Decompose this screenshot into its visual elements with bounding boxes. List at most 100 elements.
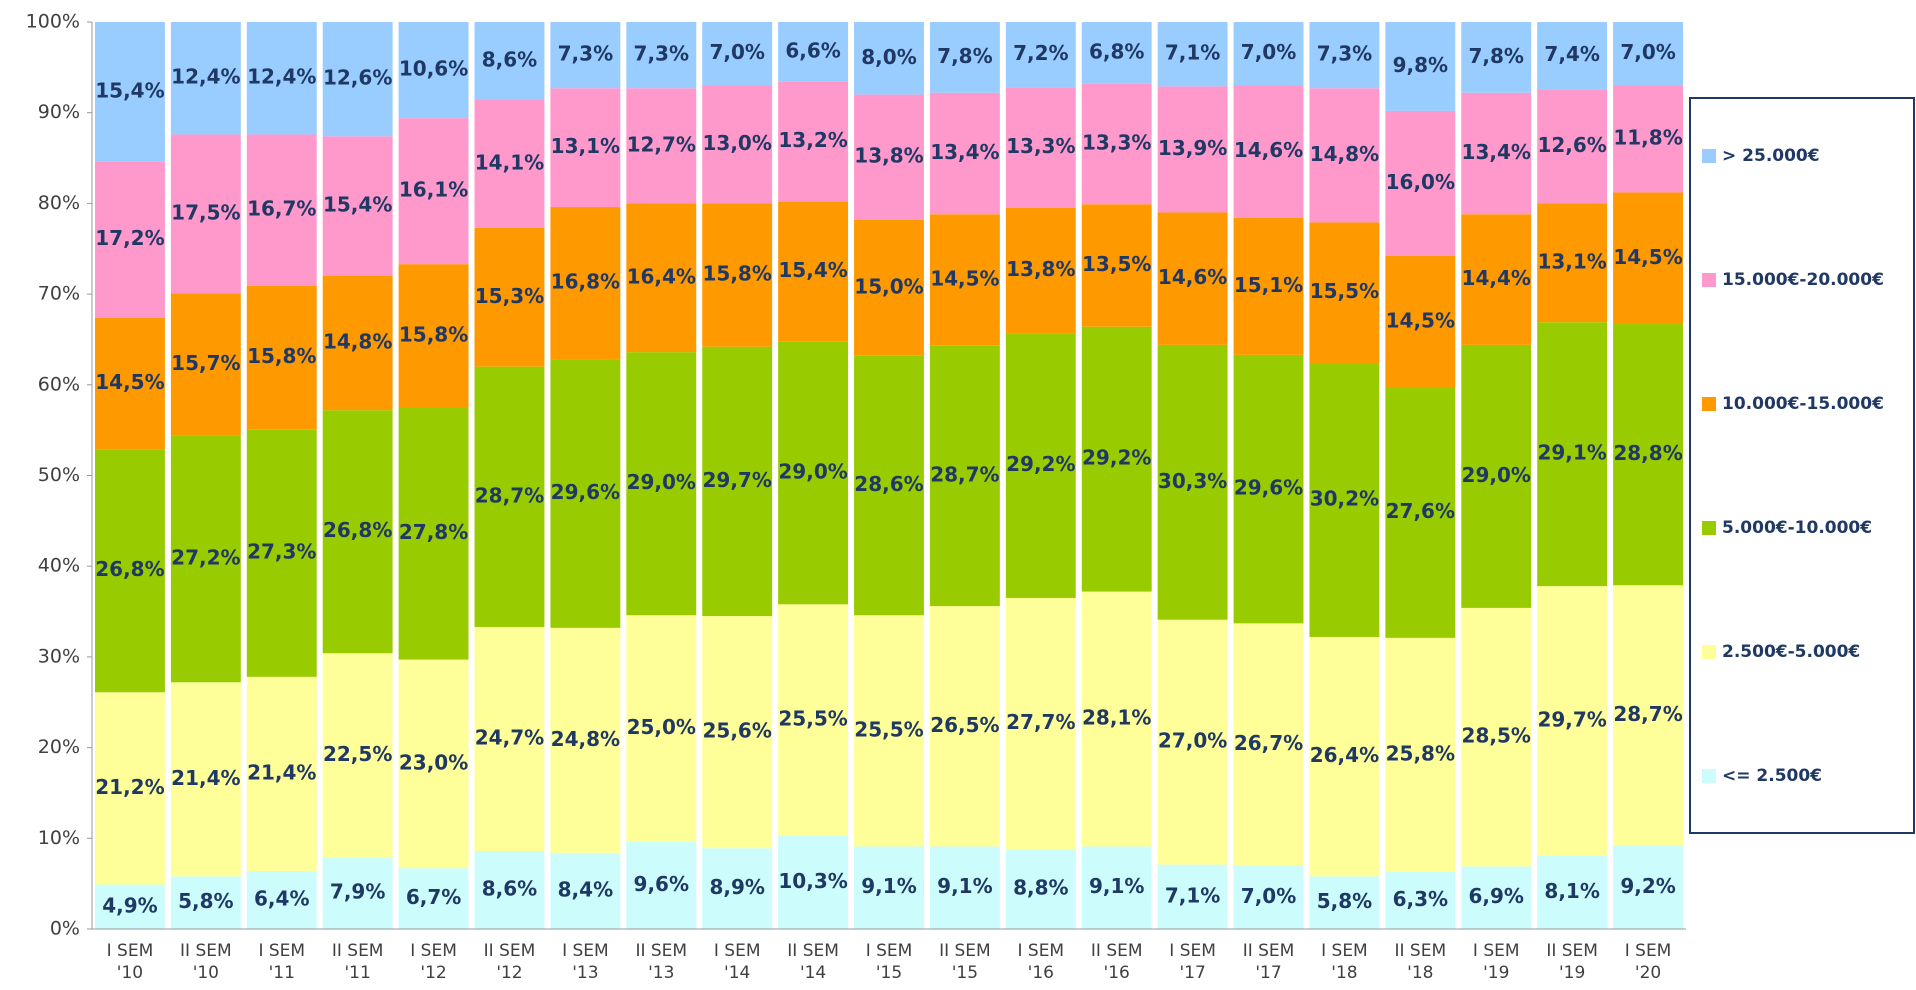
value-label: 25,6% xyxy=(702,719,771,743)
bar-segment xyxy=(929,92,1000,215)
bar-segment xyxy=(1461,344,1532,608)
value-label: 28,7% xyxy=(475,483,544,507)
x-tick-label: I SEM '11 xyxy=(258,941,305,983)
bar-segment xyxy=(1157,86,1228,213)
value-label: 17,5% xyxy=(171,200,240,224)
bar-segment xyxy=(1537,203,1608,323)
legend-swatch xyxy=(1702,769,1716,783)
value-label: 16,1% xyxy=(399,178,468,202)
bar-segment xyxy=(854,22,924,95)
bar-segment xyxy=(398,407,469,660)
bar-segment xyxy=(398,659,469,869)
bar-segment xyxy=(1233,865,1304,929)
bar-segment xyxy=(1613,845,1683,929)
bar-segment xyxy=(1005,333,1076,598)
value-label: 7,1% xyxy=(1165,41,1220,65)
bar-segment xyxy=(1081,204,1152,327)
legend-label: 10.000€-15.000€ xyxy=(1722,394,1884,414)
value-label: 7,9% xyxy=(330,880,385,904)
bar-segment xyxy=(1309,88,1380,223)
bar-segment xyxy=(1537,322,1608,587)
bar-segment xyxy=(1613,22,1683,86)
bar-segment xyxy=(1385,22,1456,111)
bar-segment xyxy=(1233,22,1304,86)
bar-segment xyxy=(854,615,924,847)
bar-segment xyxy=(702,346,773,617)
value-label: 26,4% xyxy=(1310,743,1379,767)
bar-segment xyxy=(1385,871,1456,929)
value-label: 28,1% xyxy=(1082,706,1151,730)
bar-segment xyxy=(929,22,1000,93)
value-label: 7,8% xyxy=(937,44,992,68)
value-label: 27,3% xyxy=(247,540,316,564)
value-label: 7,4% xyxy=(1544,42,1599,66)
bar-segment xyxy=(246,285,317,430)
bar-segment xyxy=(1233,217,1304,355)
value-label: 30,3% xyxy=(1158,469,1227,493)
value-label: 26,7% xyxy=(1234,731,1303,755)
value-label: 23,0% xyxy=(399,750,468,774)
value-label: 28,8% xyxy=(1613,441,1682,465)
value-label: 14,5% xyxy=(930,267,999,291)
value-label: 27,0% xyxy=(1158,729,1227,753)
bar-segment xyxy=(474,22,545,101)
value-label: 9,1% xyxy=(861,874,916,898)
value-label: 13,2% xyxy=(778,128,847,152)
bar-segment xyxy=(1309,222,1380,364)
bar-segment xyxy=(398,264,469,408)
x-tick-label: I SEM '20 xyxy=(1625,941,1672,983)
legend-swatch xyxy=(1702,273,1716,287)
value-label: 10,3% xyxy=(778,869,847,893)
value-label: 25,5% xyxy=(778,706,847,730)
value-label: 11,8% xyxy=(1613,126,1682,150)
bar-segment xyxy=(626,22,697,89)
bar-segment xyxy=(322,653,393,858)
value-label: 14,6% xyxy=(1158,265,1227,289)
y-tick-label: 90% xyxy=(38,101,80,123)
bar-segment xyxy=(1081,22,1152,84)
bar-segment xyxy=(398,118,469,265)
x-tick-label: II SEM '18 xyxy=(1395,941,1447,983)
y-tick-label: 30% xyxy=(38,645,80,667)
y-tick-label: 10% xyxy=(38,827,80,849)
value-label: 28,6% xyxy=(854,472,923,496)
value-label: 15,3% xyxy=(475,284,544,308)
value-label: 7,3% xyxy=(1317,42,1372,66)
x-tick-label: II SEM '16 xyxy=(1091,941,1143,983)
value-label: 8,1% xyxy=(1544,879,1599,903)
value-label: 14,5% xyxy=(1613,245,1682,269)
bar-segment xyxy=(854,219,924,356)
legend-label: <= 2.500€ xyxy=(1722,766,1822,786)
value-label: 6,4% xyxy=(254,886,309,910)
value-label: 17,2% xyxy=(95,226,164,250)
bar-segment xyxy=(1233,354,1304,624)
value-label: 12,7% xyxy=(627,132,696,156)
bar-segment xyxy=(170,876,241,929)
bar-segment xyxy=(246,870,317,929)
value-label: 21,2% xyxy=(95,775,164,799)
value-label: 7,3% xyxy=(634,42,689,66)
value-label: 8,6% xyxy=(482,48,537,72)
value-label: 12,4% xyxy=(247,65,316,89)
value-label: 29,0% xyxy=(778,459,847,483)
bar-segment xyxy=(1157,864,1228,929)
legend-label: 2.500€-5.000€ xyxy=(1722,642,1860,662)
bar-segment xyxy=(170,682,241,877)
y-tick-label: 50% xyxy=(38,464,80,486)
bar-segment xyxy=(778,81,849,202)
value-label: 9,6% xyxy=(634,872,689,896)
value-label: 14,1% xyxy=(475,150,544,174)
value-label: 13,8% xyxy=(854,144,923,168)
x-tick-label: I SEM '19 xyxy=(1473,941,1520,983)
bar-segment xyxy=(854,846,924,929)
value-label: 10,6% xyxy=(399,57,468,81)
bar-segment xyxy=(1385,387,1456,638)
bar-segment xyxy=(778,22,849,82)
bar-segment xyxy=(95,317,165,450)
bar-segment xyxy=(929,214,1000,346)
bar-segment xyxy=(550,627,621,853)
value-label: 29,0% xyxy=(1462,463,1531,487)
y-tick-label: 40% xyxy=(38,555,80,577)
value-label: 14,6% xyxy=(1234,138,1303,162)
x-tick-label: I SEM '13 xyxy=(562,941,609,983)
